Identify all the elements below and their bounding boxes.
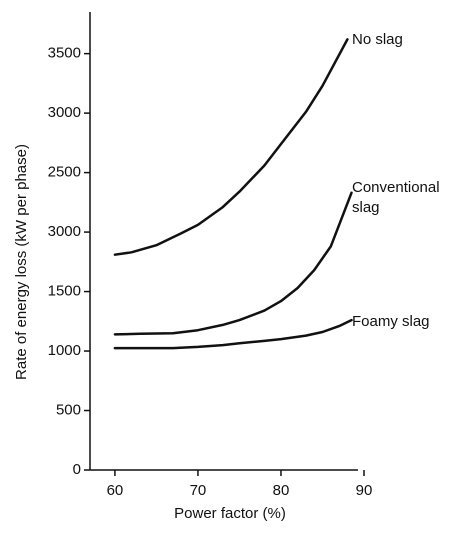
- x-tick-label: 70: [190, 482, 207, 499]
- x-tick-label: 80: [273, 482, 290, 499]
- y-tick-label: 3500: [48, 45, 81, 62]
- x-tick-label: 60: [107, 482, 124, 499]
- series-label: Conventional slag: [352, 179, 440, 216]
- series-label: Foamy slag: [352, 313, 430, 330]
- y-tick-label: 3000: [48, 104, 81, 121]
- line-series: [113, 191, 353, 336]
- y-tick-label: 1500: [48, 283, 81, 300]
- line-series: [113, 38, 349, 256]
- x-tick-label: 90: [356, 482, 373, 499]
- y-axis-label: Rate of energy loss (kW per phase): [13, 144, 30, 380]
- x-axis-label: Power factor (%): [174, 505, 286, 522]
- y-tick-label: 2500: [48, 164, 81, 181]
- y-tick-label: 3000: [48, 223, 81, 240]
- series-label: No slag: [352, 31, 403, 48]
- line-series: [113, 318, 353, 350]
- y-tick-label: 0: [73, 461, 81, 478]
- y-tick-label: 500: [56, 401, 81, 418]
- y-tick-label: 1000: [48, 342, 81, 359]
